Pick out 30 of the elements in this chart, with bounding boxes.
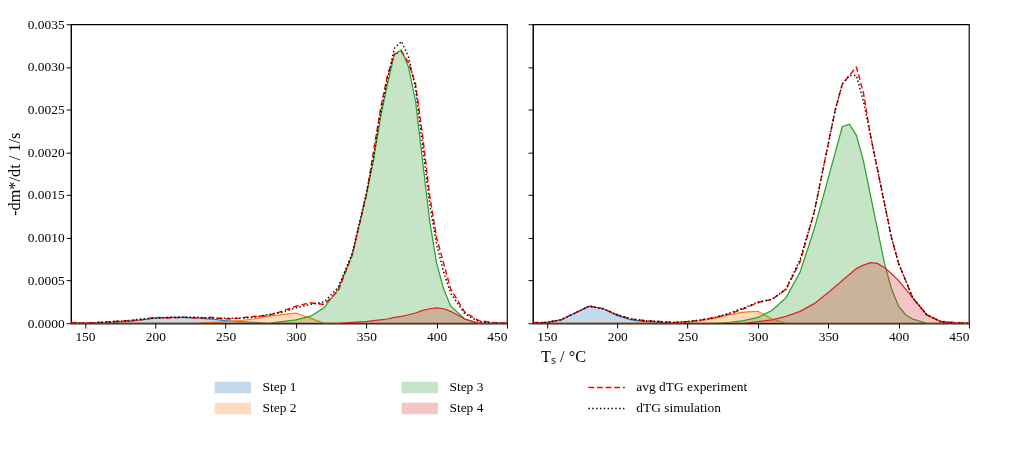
legend-label: Step 1 [262,379,297,395]
y-tick-label: 0.0005 [27,272,65,288]
legend-label: Step 4 [449,400,484,416]
x-tick-label: 300 [286,329,307,345]
x-tick-label: 150 [75,329,96,345]
x-tick-label: 400 [427,329,448,345]
y-tick-label: 0.0035 [27,16,65,32]
y-tick-label: 0.0030 [27,59,65,75]
legend-label: dTG simulation [636,400,722,416]
x-tick-label: 250 [216,329,237,345]
y-axis-title: -dm*/dt / 1/s [5,132,25,216]
x-tick-label: 250 [678,329,699,345]
x-tick-label: 350 [818,329,840,345]
x-tick-label: 450 [949,329,970,345]
x-tick-label: 350 [356,329,378,345]
x-tick-label: 200 [607,329,629,345]
legend-label: Step 2 [262,400,297,416]
x-tick-label: 200 [145,329,167,345]
y-tick-label: 0.0015 [27,187,65,203]
y-tick-label: 0.0020 [27,144,65,160]
x-tick-label: 300 [748,329,769,345]
y-tick-label: 0.0010 [27,230,65,246]
y-tick-label: 0.0025 [27,102,65,118]
legend-label: avg dTG experiment [636,379,748,395]
legend-label: Step 3 [449,379,484,395]
x-axis-title: Tₛ / °C [541,346,587,366]
x-tick-label: 400 [889,329,910,345]
x-tick-label: 450 [487,329,508,345]
y-tick-label: 0.0000 [27,315,65,331]
x-tick-label: 150 [537,329,558,345]
